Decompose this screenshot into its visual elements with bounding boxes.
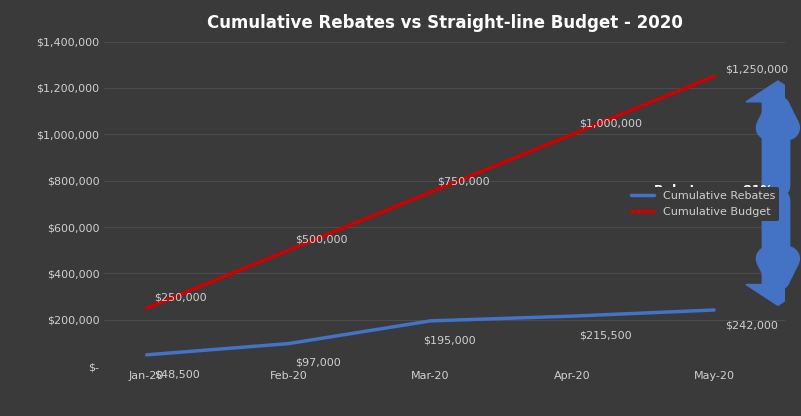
Cumulative Budget (567, 132, 577, 137)
Cumulative Budget (425, 190, 435, 195)
Text: $250,000: $250,000 (154, 292, 207, 302)
Cumulative Budget (142, 306, 151, 311)
Cumulative Rebates (425, 318, 435, 323)
Text: Rebates are 81%: Rebates are 81% (654, 184, 774, 197)
Cumulative Budget (284, 248, 293, 253)
Text: $215,500: $215,500 (579, 330, 632, 341)
Text: $195,000: $195,000 (423, 335, 476, 345)
FancyArrow shape (746, 81, 801, 186)
Text: $97,000: $97,000 (296, 358, 341, 368)
Cumulative Rebates (142, 352, 151, 357)
Text: $750,000: $750,000 (437, 176, 490, 186)
Text: $242,000: $242,000 (726, 320, 779, 330)
Text: Below Budget: Below Budget (654, 208, 751, 221)
FancyArrow shape (746, 200, 801, 305)
Cumulative Rebates (567, 314, 577, 319)
Cumulative Budget (709, 74, 718, 79)
Cumulative Rebates (709, 307, 718, 312)
Title: Cumulative Rebates vs Straight-line Budget - 2020: Cumulative Rebates vs Straight-line Budg… (207, 14, 682, 32)
Text: $48,500: $48,500 (154, 369, 199, 379)
Legend: Cumulative Rebates, Cumulative Budget: Cumulative Rebates, Cumulative Budget (627, 186, 779, 221)
Text: $500,000: $500,000 (296, 234, 348, 244)
Cumulative Rebates (284, 341, 293, 346)
Line: Cumulative Budget: Cumulative Budget (147, 77, 714, 308)
Text: $1,250,000: $1,250,000 (726, 64, 788, 74)
Text: $1,000,000: $1,000,000 (579, 119, 642, 129)
Line: Cumulative Rebates: Cumulative Rebates (147, 310, 714, 355)
